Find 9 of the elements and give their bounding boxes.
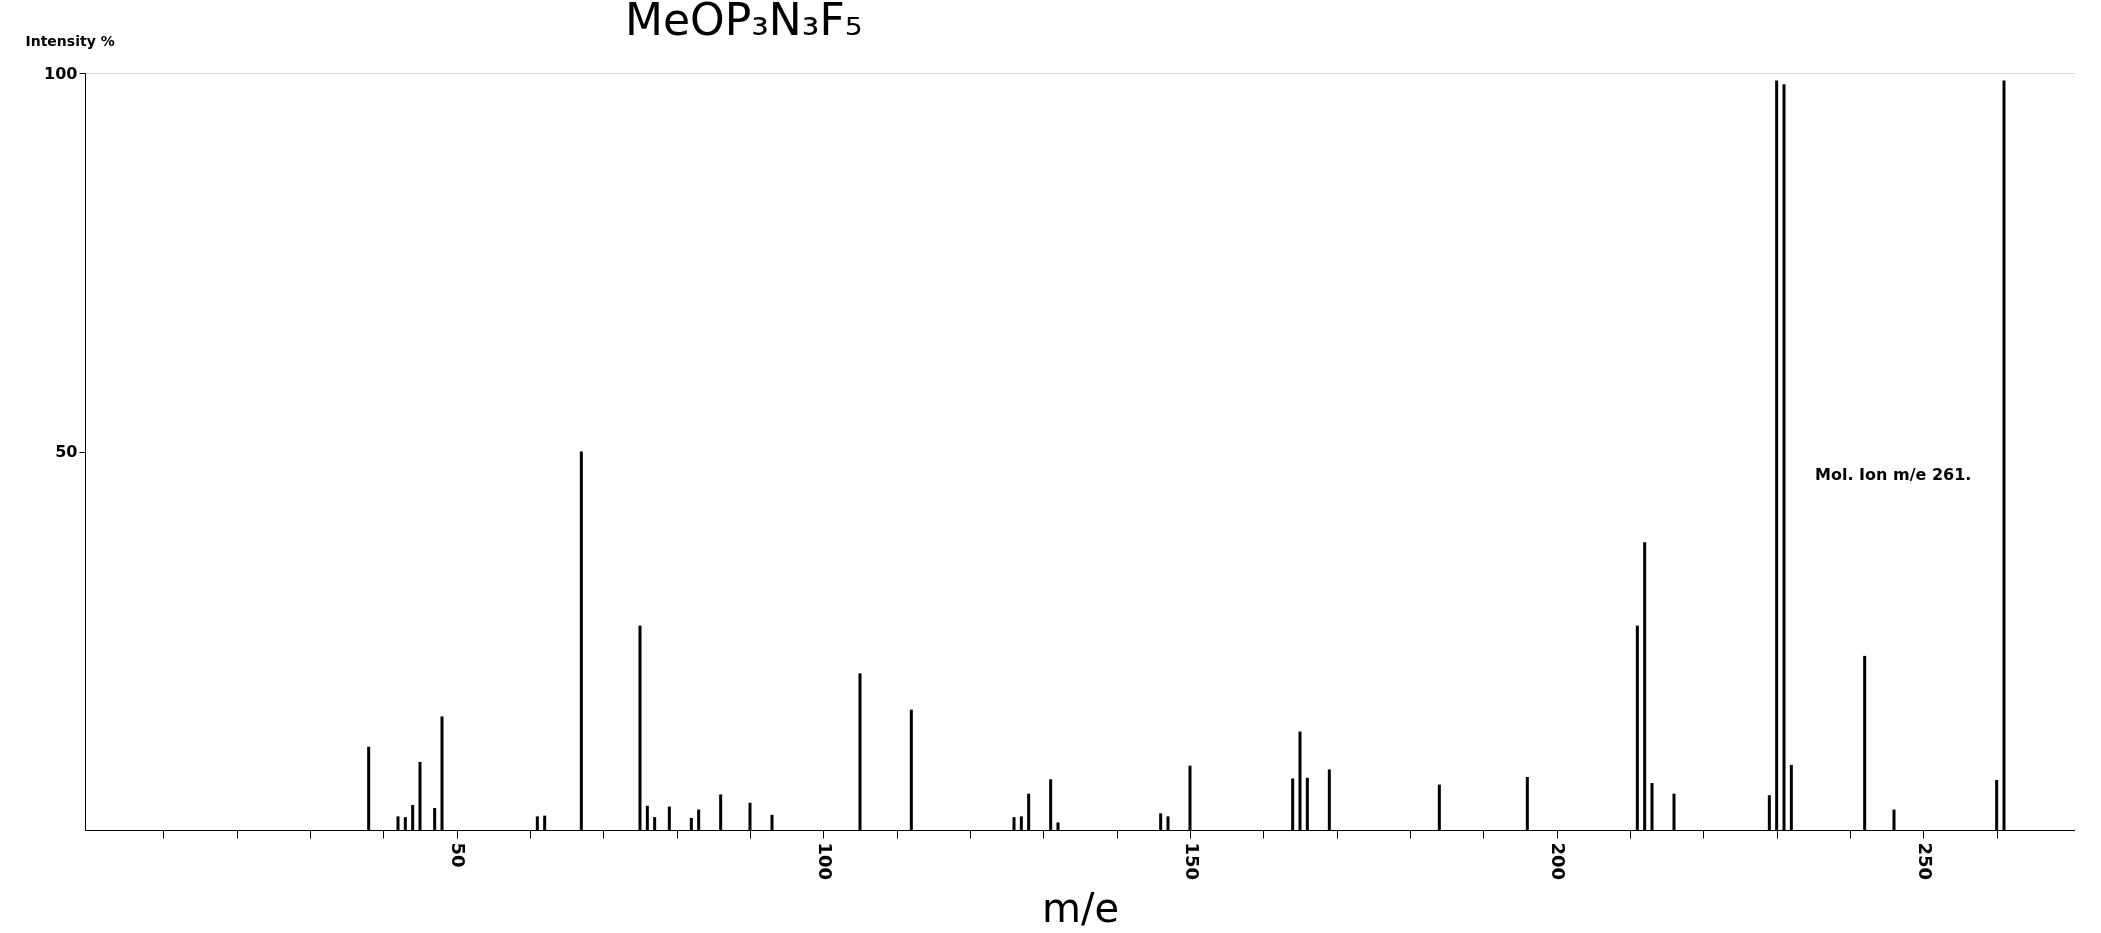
x-tick-label: 250 bbox=[1914, 842, 1936, 881]
x-tick-label: 100 bbox=[814, 842, 836, 881]
x-tick-label: 200 bbox=[1548, 842, 1570, 881]
annotation: Mol. Ion m/e 261. bbox=[1815, 465, 1972, 484]
x-axis-title: m/e bbox=[1041, 885, 1120, 932]
x-tick-label: 150 bbox=[1181, 842, 1203, 881]
chart-title: MeOP₃N₃F₅ bbox=[625, 0, 863, 45]
y-axis-title: Intensity % bbox=[25, 32, 115, 49]
x-tick-label: 50 bbox=[448, 842, 470, 868]
